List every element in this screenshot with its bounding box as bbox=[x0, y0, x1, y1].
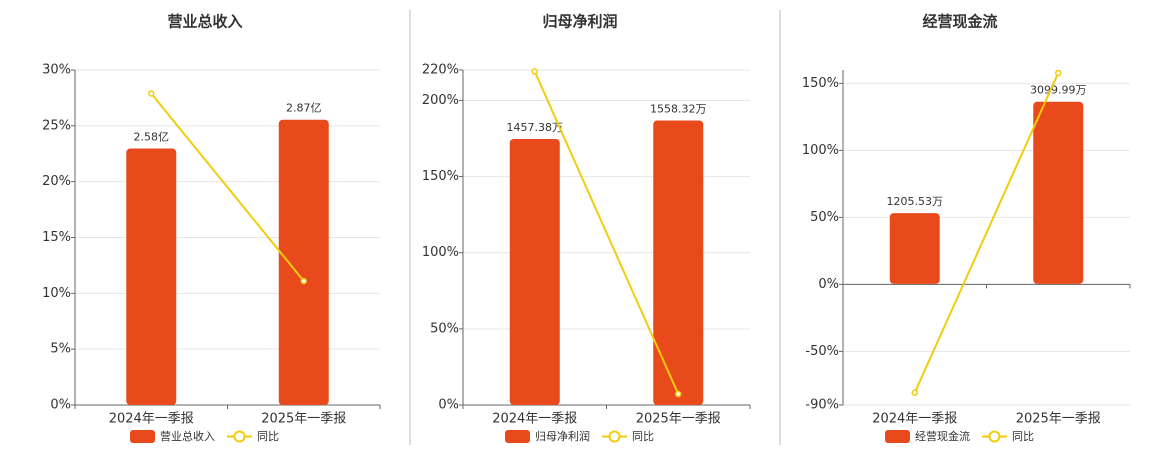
legend-swatch bbox=[885, 430, 910, 443]
legend-label: 归母净利润 bbox=[535, 429, 590, 443]
x-tick-label: 2024年一季报 bbox=[872, 412, 957, 427]
y-tick-label: 0% bbox=[50, 398, 71, 413]
legend-swatch bbox=[130, 430, 155, 443]
line-point bbox=[148, 90, 155, 97]
line-point bbox=[675, 390, 682, 398]
line-point bbox=[1055, 69, 1062, 77]
bar bbox=[653, 120, 704, 406]
bar bbox=[1033, 101, 1084, 284]
x-tick-label: 2024年一季报 bbox=[109, 412, 194, 427]
legend-label: 同比 bbox=[257, 430, 279, 443]
y-tick-label: 220% bbox=[422, 63, 459, 78]
line-point bbox=[300, 277, 307, 285]
value-label: 2.87亿 bbox=[286, 102, 322, 115]
y-tick-label: 200% bbox=[422, 93, 459, 108]
legend-label: 经营现金流 bbox=[915, 429, 970, 443]
chart-title: 营业总收入 bbox=[167, 13, 242, 31]
value-label: 1558.32万 bbox=[650, 103, 707, 116]
y-tick-label: 15% bbox=[42, 230, 71, 245]
y-tick-label: 20% bbox=[42, 174, 71, 189]
line bbox=[913, 72, 1060, 394]
value-label: 1457.38万 bbox=[507, 121, 564, 134]
y-tick-label: 150% bbox=[422, 169, 459, 184]
y-tick-label: 100% bbox=[802, 143, 839, 158]
bar bbox=[889, 213, 940, 284]
bar bbox=[126, 148, 177, 405]
y-tick-label: -50% bbox=[805, 344, 839, 359]
x-tick-label: 2025年一季报 bbox=[261, 412, 346, 427]
value-label: 1205.53万 bbox=[887, 195, 944, 208]
value-label: 3099.99万 bbox=[1030, 84, 1087, 97]
line bbox=[533, 71, 680, 395]
y-tick-label: 5% bbox=[50, 342, 71, 357]
chart-title: 经营现金流 bbox=[922, 13, 997, 31]
y-tick-label: 30% bbox=[42, 63, 71, 78]
y-tick-label: 10% bbox=[42, 286, 71, 301]
bar bbox=[509, 138, 560, 406]
y-tick-label: 0% bbox=[438, 398, 459, 413]
legend-label: 营业总收入 bbox=[160, 429, 215, 443]
x-tick-label: 2025年一季报 bbox=[636, 412, 721, 427]
y-tick-label: 0% bbox=[818, 277, 839, 292]
y-tick-label: 50% bbox=[810, 210, 839, 225]
line bbox=[150, 92, 305, 282]
legend-label: 同比 bbox=[1012, 430, 1034, 443]
legend-label: 同比 bbox=[632, 430, 654, 443]
x-tick-label: 2025年一季报 bbox=[1016, 412, 1101, 427]
legend-swatch bbox=[233, 430, 246, 443]
y-tick-label: 150% bbox=[802, 76, 839, 91]
y-tick-label: -90% bbox=[805, 398, 839, 413]
bar bbox=[278, 119, 329, 406]
line-point bbox=[911, 389, 918, 396]
x-tick-label: 2024年一季报 bbox=[492, 412, 577, 427]
value-label: 2.58亿 bbox=[134, 131, 170, 144]
y-tick-label: 50% bbox=[430, 321, 459, 336]
legend-swatch bbox=[988, 430, 1001, 443]
y-tick-label: 100% bbox=[422, 245, 459, 260]
line-point bbox=[531, 68, 538, 75]
y-tick-label: 25% bbox=[42, 118, 71, 133]
legend-swatch bbox=[505, 430, 530, 443]
chart-title: 归母净利润 bbox=[542, 13, 617, 31]
legend-swatch bbox=[608, 430, 621, 443]
